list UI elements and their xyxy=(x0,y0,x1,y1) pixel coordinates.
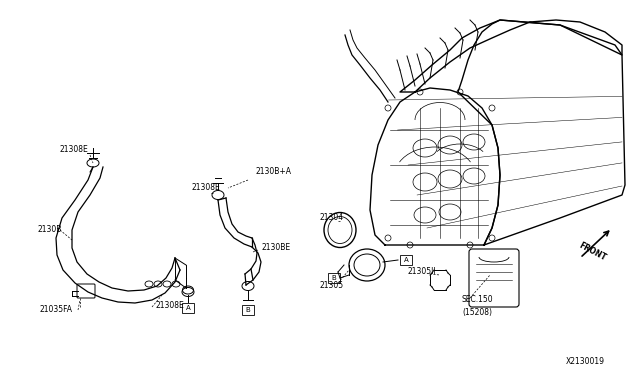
FancyBboxPatch shape xyxy=(400,255,412,265)
Ellipse shape xyxy=(439,204,461,220)
Text: A: A xyxy=(186,305,190,311)
Ellipse shape xyxy=(463,134,485,150)
Text: 2130BE: 2130BE xyxy=(262,244,291,253)
Text: B: B xyxy=(332,275,337,281)
Text: FRONT: FRONT xyxy=(577,241,607,263)
Text: 21305: 21305 xyxy=(320,280,344,289)
Text: 2130B: 2130B xyxy=(38,225,62,234)
Text: 21308E: 21308E xyxy=(60,145,89,154)
Ellipse shape xyxy=(413,139,437,157)
Ellipse shape xyxy=(414,207,436,223)
Text: 21308E: 21308E xyxy=(192,183,221,192)
Text: 21304: 21304 xyxy=(320,214,344,222)
Text: A: A xyxy=(404,257,408,263)
Ellipse shape xyxy=(438,170,462,188)
FancyBboxPatch shape xyxy=(328,273,340,283)
Ellipse shape xyxy=(413,173,437,191)
FancyBboxPatch shape xyxy=(469,249,519,307)
Text: 21308E: 21308E xyxy=(155,301,184,310)
FancyBboxPatch shape xyxy=(77,284,95,298)
Text: X2130019: X2130019 xyxy=(566,357,605,366)
Text: 2130B+A: 2130B+A xyxy=(255,167,291,176)
FancyBboxPatch shape xyxy=(182,303,194,313)
Text: (15208): (15208) xyxy=(462,308,492,317)
FancyBboxPatch shape xyxy=(242,305,254,315)
Text: 21035FA: 21035FA xyxy=(40,305,73,314)
Ellipse shape xyxy=(438,136,462,154)
Text: 21305II: 21305II xyxy=(408,267,436,276)
Text: B: B xyxy=(246,307,250,313)
Text: SEC.150: SEC.150 xyxy=(462,295,493,305)
Ellipse shape xyxy=(463,168,485,184)
